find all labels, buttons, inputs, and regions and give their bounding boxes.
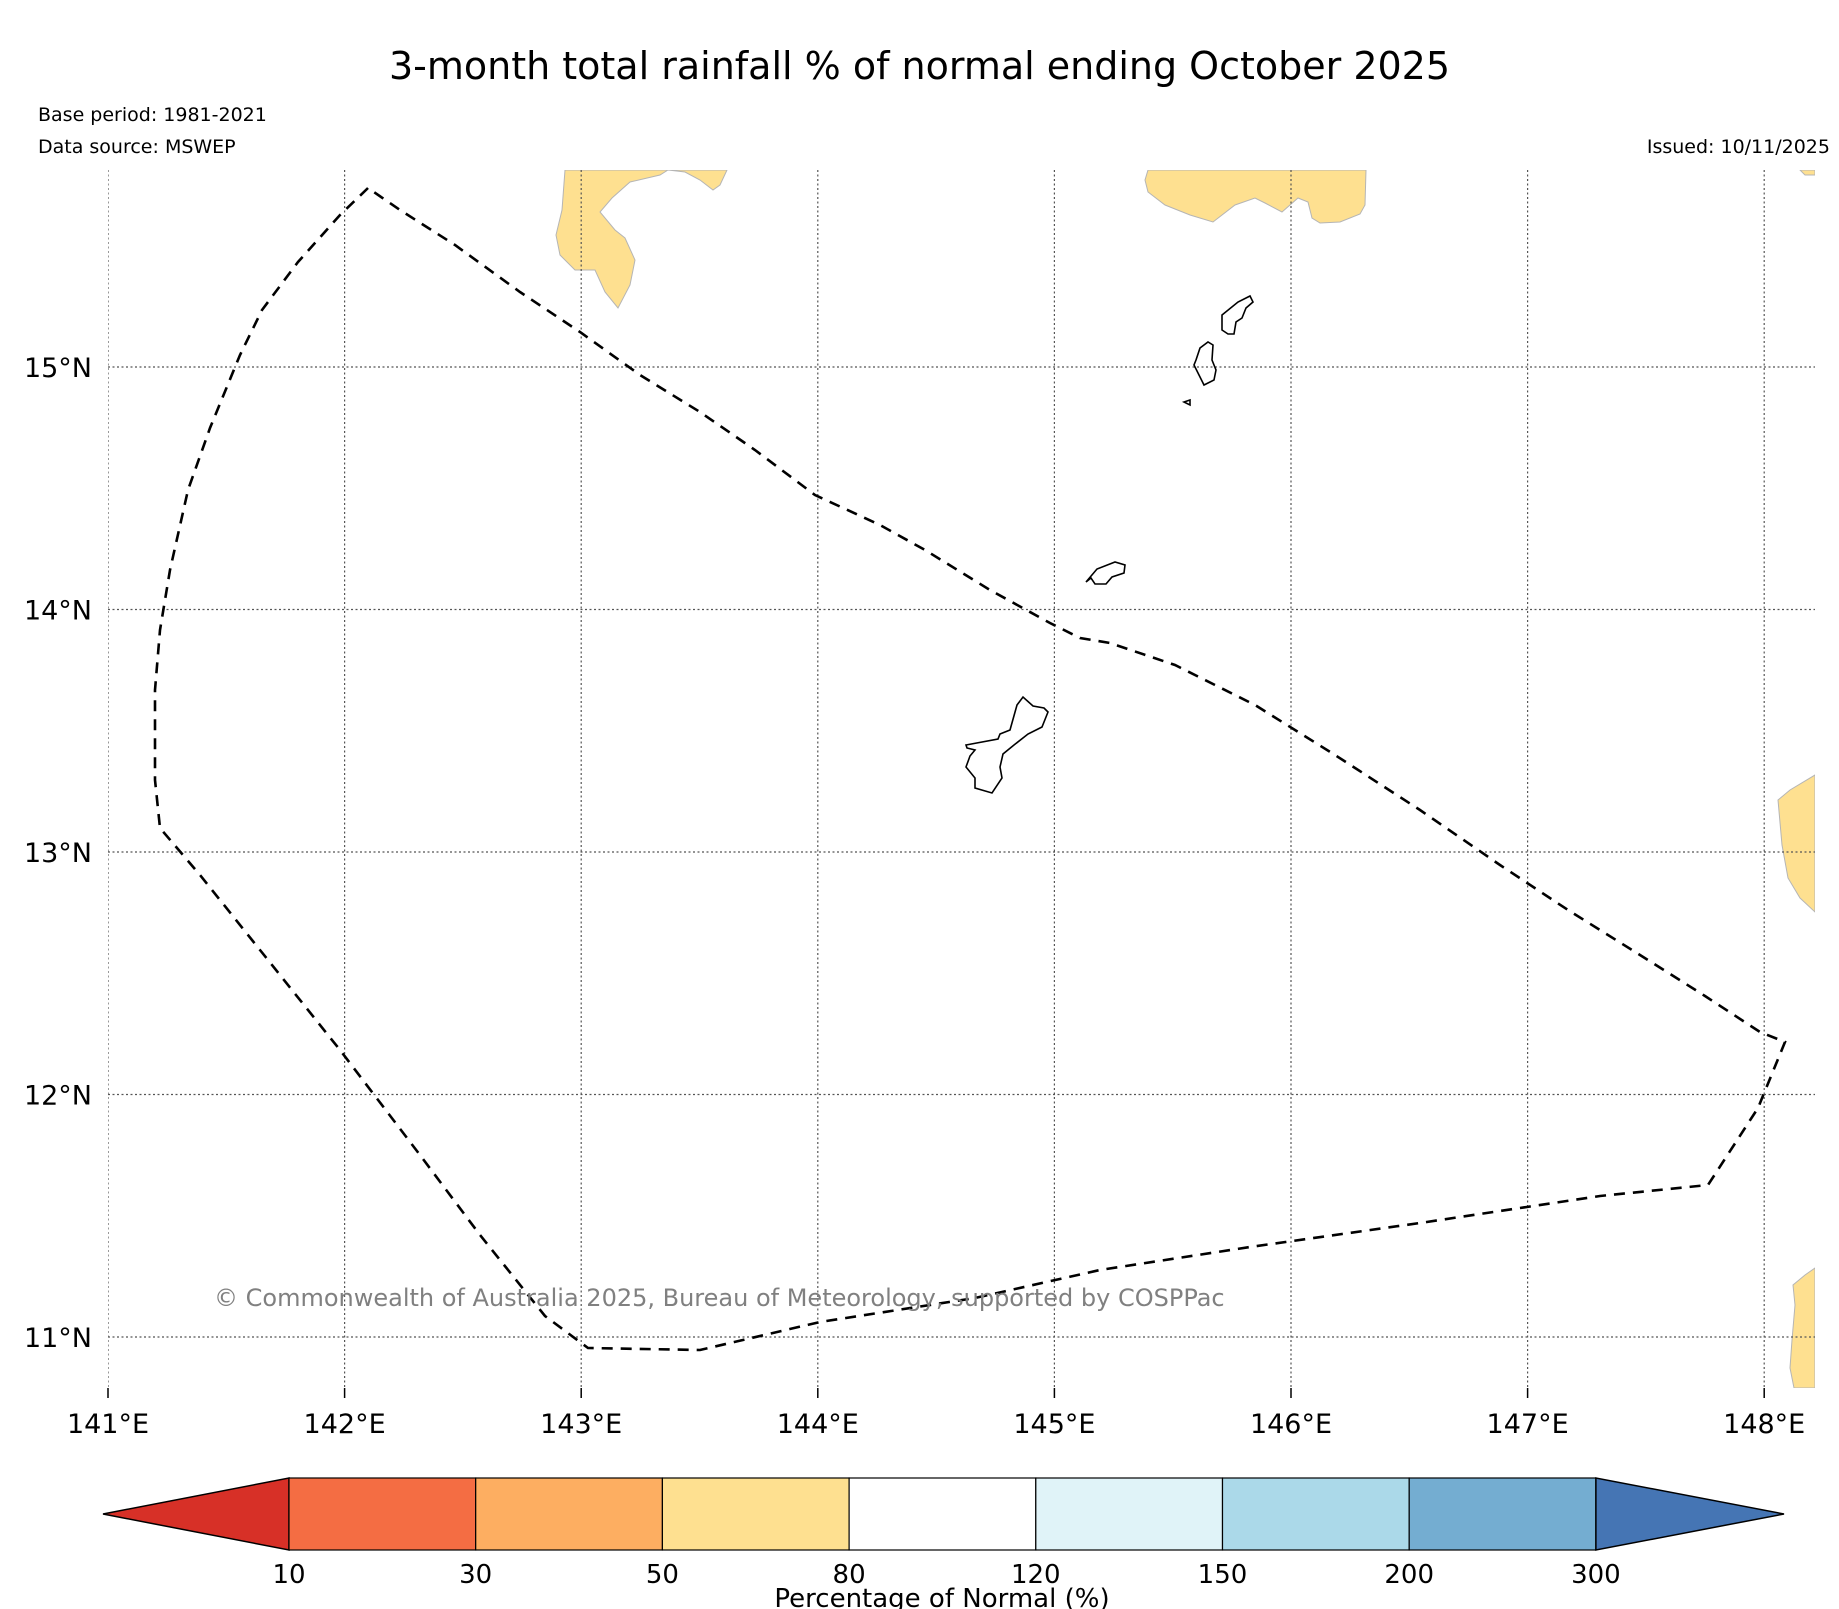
island-farallon-de-medinilla: [1221, 294, 1254, 335]
lon-tick-label: 143°E: [540, 1409, 622, 1440]
lat-tick-label: 15°N: [24, 353, 92, 384]
colorbar-tick-label: 300: [1571, 1560, 1621, 1590]
dry-region-east-middle: [1777, 774, 1815, 913]
colorbar-bin: [1408, 1477, 1597, 1551]
colorbar-underflow-triangle: [102, 1477, 290, 1551]
lon-tick-label: 146°E: [1250, 1409, 1332, 1440]
issued-date-text: Issued: 10/11/2025: [1646, 136, 1830, 158]
colorbar-tick-label: 10: [272, 1560, 305, 1590]
colorbar-tick-label: 120: [1011, 1560, 1061, 1590]
colorbar-bin: [288, 1477, 477, 1551]
colorbar-bin: [848, 1477, 1037, 1551]
longitude-labels: 141°E 142°E 143°E 144°E 145°E 146°E 147°E 148°E: [67, 1388, 1805, 1440]
island-guam: [964, 695, 1049, 794]
colorbar: 10 30 50 80 120 150 200 300 Percentage of Normal…: [102, 1477, 1785, 1609]
colorbar-tick-label: 30: [459, 1560, 492, 1590]
colorbar-bin: [1221, 1477, 1410, 1551]
eez-boundary: [153, 186, 1787, 1352]
colorbar-tick-label: 50: [646, 1560, 679, 1590]
lon-tick-label: 145°E: [1013, 1409, 1095, 1440]
dry-region-northeast-corner: [1799, 170, 1815, 176]
island-outlines: [964, 294, 1254, 794]
lat-tick-label: 14°N: [24, 596, 92, 627]
colorbar-tick-label: 80: [833, 1560, 866, 1590]
lon-tick-label: 147°E: [1487, 1409, 1569, 1440]
colorbar-bin: [1035, 1477, 1224, 1551]
lat-tick-label: 12°N: [24, 1081, 92, 1112]
colorbar-tick-label: 200: [1384, 1560, 1434, 1590]
dry-region-north-central: [1144, 170, 1367, 224]
latitude-labels: 11°N 12°N 13°N 14°N 15°N: [24, 353, 92, 1354]
colorbar-overflow-triangle: [1595, 1477, 1785, 1551]
lon-tick-label: 144°E: [777, 1409, 859, 1440]
dry-region-northwest: [555, 170, 728, 309]
base-period-text: Base period: 1981-2021: [38, 104, 267, 126]
dry-anomaly-regions: [555, 170, 1815, 1388]
colorbar-tick-label: 150: [1198, 1560, 1248, 1590]
copyright-text: © Commonwealth of Australia 2025, Bureau…: [214, 1284, 1225, 1312]
graticule: [108, 170, 1815, 1388]
colorbar-bin: [475, 1477, 664, 1551]
island-saipan: [1193, 341, 1217, 387]
data-source-text: Data source: MSWEP: [38, 136, 236, 158]
map-area: © Commonwealth of Australia 2025, Bureau…: [108, 170, 1815, 1388]
colorbar-title: Percentage of Normal (%): [774, 1584, 1109, 1609]
colorbar-bin: [661, 1477, 850, 1551]
island-tinian: [1181, 398, 1191, 407]
island-rota: [1085, 561, 1126, 585]
dry-region-east-south: [1789, 1267, 1815, 1388]
lon-tick-label: 141°E: [67, 1409, 149, 1440]
lon-tick-label: 148°E: [1723, 1409, 1805, 1440]
lat-tick-label: 11°N: [24, 1323, 92, 1354]
chart-title: 3-month total rainfall % of normal endin…: [388, 44, 1451, 88]
lat-tick-label: 13°N: [24, 838, 92, 869]
lon-tick-label: 142°E: [304, 1409, 386, 1440]
